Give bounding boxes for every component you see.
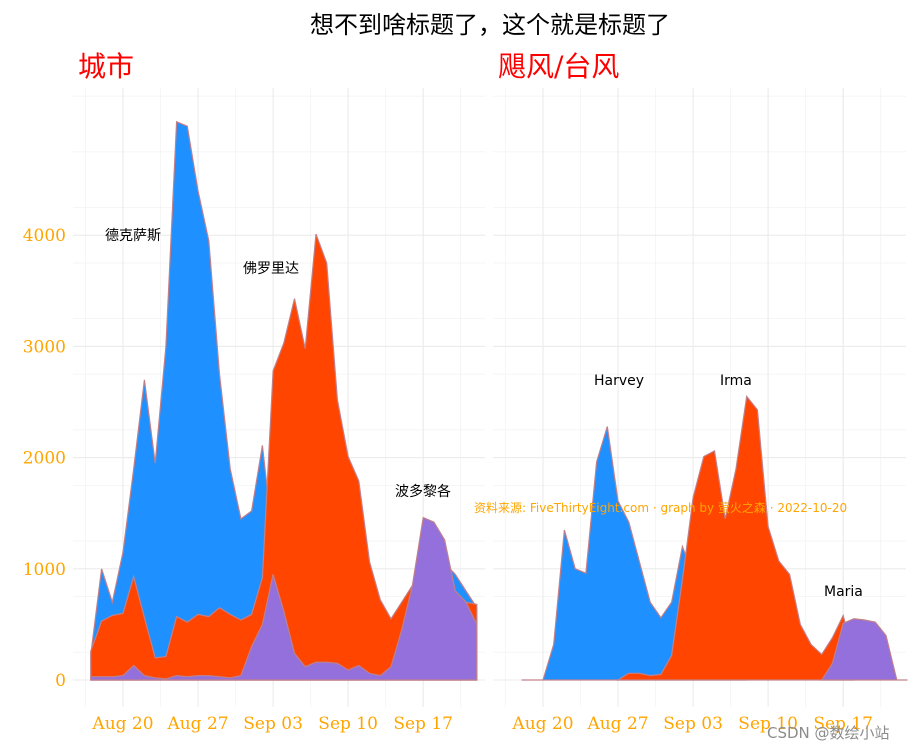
x-tick-label: Sep 03 [243, 714, 303, 734]
x-tick-label: Aug 20 [511, 714, 573, 734]
panel-cities: 城市 0 1000 2000 3000 4000 Aug 20 Aug 27 Sep 03 S… [23, 50, 485, 734]
y-tick-label: 3000 [23, 337, 66, 357]
caption-source: 资料来源: FiveThirtyEight.com · graph by 萤火之… [474, 500, 847, 515]
x-axis-ticks-cities: Aug 20 Aug 27 Sep 03 Sep 10 Sep 17 [91, 714, 453, 734]
x-tick-label: Sep 17 [393, 714, 453, 734]
x-tick-label: Sep 10 [318, 714, 378, 734]
panel-title-hurricanes: 飓风/台风 [498, 50, 619, 83]
y-tick-label: 4000 [23, 226, 66, 246]
label-texas: 德克萨斯 [105, 228, 161, 244]
label-harvey: Harvey [594, 373, 644, 389]
annotations-hurricanes: Harvey Irma Maria [594, 373, 863, 600]
panel-hurricanes: 飓风/台风 Aug 20 Aug 27 Sep 03 Sep 10 Sep 17 Har… [493, 50, 908, 734]
main-title: 想不到啥标题了，这个就是标题了 [310, 11, 670, 39]
watermark: CSDN @数绘小站 [767, 724, 890, 742]
x-tick-label: Sep 10 [738, 714, 798, 734]
area-maria [820, 618, 908, 681]
x-tick-label: Sep 03 [663, 714, 723, 734]
label-florida: 佛罗里达 [243, 261, 299, 277]
y-axis-ticks: 0 1000 2000 3000 4000 [23, 226, 66, 691]
y-tick-label: 2000 [23, 449, 66, 469]
panel-title-cities: 城市 [78, 50, 134, 83]
areas-cities [90, 120, 478, 681]
annotations-cities: 德克萨斯 佛罗里达 波多黎各 [105, 228, 451, 500]
label-irma: Irma [720, 373, 752, 389]
area-puerto-rico [90, 516, 478, 681]
areas-hurricanes [521, 394, 908, 681]
label-maria: Maria [824, 584, 863, 600]
y-tick-label: 1000 [23, 560, 66, 580]
x-axis-ticks-hurricanes: Aug 20 Aug 27 Sep 03 Sep 10 Sep 17 [511, 714, 873, 734]
x-tick-label: Sep 17 [813, 714, 873, 734]
x-tick-label: Aug 27 [166, 714, 228, 734]
x-tick-label: Aug 27 [586, 714, 648, 734]
area-irma [615, 394, 855, 681]
x-tick-label: Aug 20 [91, 714, 153, 734]
y-tick-label: 0 [55, 671, 66, 691]
label-puerto-rico: 波多黎各 [395, 483, 451, 500]
